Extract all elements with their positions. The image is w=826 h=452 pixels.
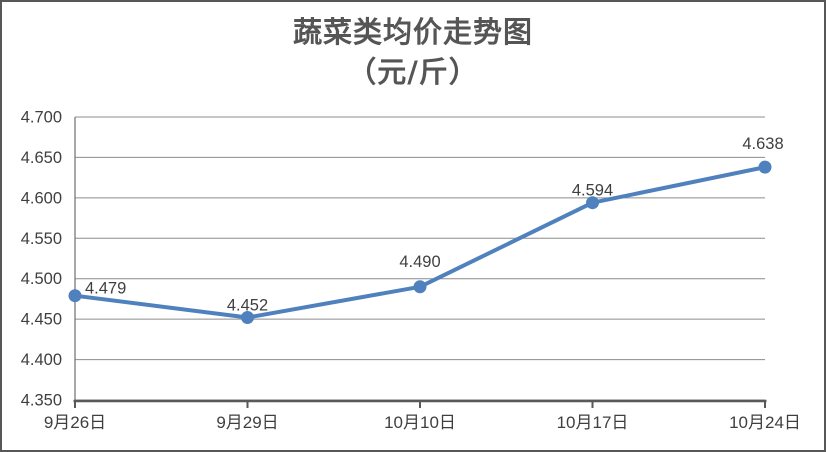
data-point-marker — [241, 311, 254, 325]
data-point-marker — [413, 280, 427, 294]
x-axis-tick-label: 10月24日 — [729, 413, 801, 432]
data-point-label: 4.452 — [227, 297, 268, 315]
x-axis-tick-label: 9月29日 — [216, 413, 278, 432]
x-axis-tick-label: 9月26日 — [44, 413, 106, 432]
x-axis-tick-label: 10月17日 — [557, 413, 629, 432]
chart-title-block: 蔬菜类均价走势图 （元/斤） — [0, 12, 826, 92]
data-point-label: 4.490 — [399, 253, 440, 271]
chart-subtitle: （元/斤） — [347, 55, 479, 89]
chart-title: 蔬菜类均价走势图 — [292, 15, 533, 49]
data-point-marker — [586, 196, 599, 210]
data-point-label: 4.638 — [742, 135, 783, 153]
y-axis-tick-label: 4.500 — [21, 270, 62, 288]
y-axis-tick-label: 4.700 — [21, 109, 62, 127]
y-axis-tick-label: 4.400 — [21, 351, 62, 369]
y-axis-tick-label: 4.600 — [21, 189, 62, 207]
data-point-marker — [68, 289, 82, 303]
data-point-label: 4.479 — [85, 280, 126, 298]
series-line — [73, 165, 767, 320]
y-axis-tick-label: 4.550 — [21, 230, 62, 248]
x-axis-tick-label: 10月10日 — [384, 413, 456, 432]
y-axis-tick-label: 4.350 — [21, 392, 62, 410]
y-axis-tick-label: 4.650 — [21, 149, 62, 167]
data-point-label: 4.594 — [572, 182, 613, 200]
y-axis-tick-label: 4.450 — [21, 311, 62, 329]
data-point-marker — [758, 160, 772, 174]
